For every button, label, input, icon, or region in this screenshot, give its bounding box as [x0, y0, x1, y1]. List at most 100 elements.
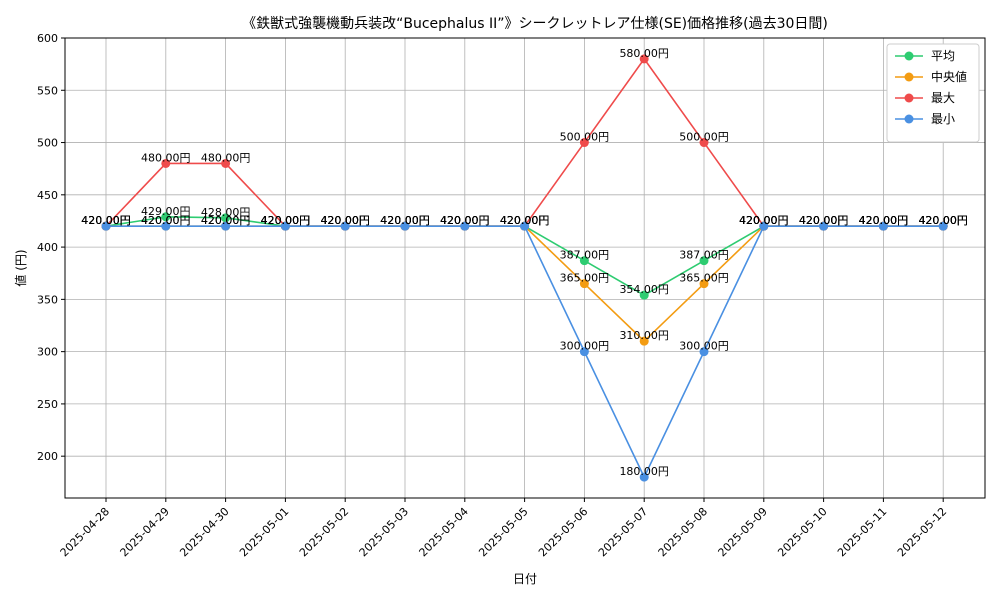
- data-point: [161, 212, 171, 222]
- data-label: 420.00円: [739, 214, 789, 227]
- x-tick-label: 2025-05-05: [476, 505, 530, 559]
- data-label: 365.00円: [679, 272, 729, 285]
- data-label: 420.00円: [859, 214, 909, 227]
- data-label: 420.00円: [799, 214, 849, 227]
- data-label: 387.00円: [679, 249, 729, 262]
- y-axis: 200 250 300 350 400 450 500 550 600: [37, 32, 65, 463]
- y-tick-label: 500: [37, 137, 58, 150]
- data-label: 420.00円: [859, 214, 909, 227]
- data-label: 420.00円: [81, 214, 131, 227]
- data-label: 420.00円: [380, 214, 430, 227]
- legend-label: 中央値: [931, 69, 967, 84]
- data-label: 180.00円: [619, 465, 669, 478]
- data-label: 580.00円: [619, 47, 669, 60]
- x-tick-label: 2025-05-07: [596, 505, 650, 559]
- data-label: 420.00円: [500, 214, 550, 227]
- x-tick-label: 2025-04-30: [177, 505, 231, 559]
- y-tick-label: 550: [37, 84, 58, 97]
- data-label: 420.00円: [918, 214, 968, 227]
- x-tick-label: 2025-05-10: [775, 505, 829, 559]
- data-point: [639, 336, 649, 346]
- plot-area-frame: [64, 37, 986, 499]
- data-point: [340, 221, 350, 231]
- data-label: 420.00円: [918, 214, 968, 227]
- x-tick-label: 2025-05-06: [536, 505, 590, 559]
- chart-title: 《鉄獣式強襲機動兵装改“Bucephalus II”》シークレットレア仕様(SE…: [242, 15, 828, 32]
- data-label: 420.00円: [261, 214, 311, 227]
- data-label: 420.00円: [500, 214, 550, 227]
- data-point: [699, 138, 709, 148]
- data-point: [579, 256, 589, 266]
- data-label: 420.00円: [918, 214, 968, 227]
- data-label: 420.00円: [81, 214, 131, 227]
- data-label: 420.00円: [918, 214, 968, 227]
- series-3: [101, 221, 948, 482]
- data-label: 354.00円: [619, 283, 669, 296]
- y-tick-label: 350: [37, 293, 58, 306]
- x-tick-label: 2025-05-02: [297, 505, 351, 559]
- data-label: 420.00円: [380, 214, 430, 227]
- data-point: [878, 221, 888, 231]
- data-label: 420.00円: [320, 214, 370, 227]
- y-tick-label: 250: [37, 398, 58, 411]
- data-label: 420.00円: [500, 214, 550, 227]
- data-label: 420.00円: [261, 214, 311, 227]
- data-point: [161, 158, 171, 168]
- data-label: 420.00円: [440, 214, 490, 227]
- data-point: [280, 221, 290, 231]
- data-label: 420.00円: [201, 214, 251, 227]
- x-axis: 2025-04-28 2025-04-29 2025-04-30 2025-05-01…: [58, 498, 949, 559]
- data-point: [460, 221, 470, 231]
- legend-swatch-marker: [904, 114, 914, 124]
- data-point: [819, 221, 829, 231]
- x-tick-label: 2025-05-09: [716, 505, 770, 559]
- data-point: [520, 221, 530, 231]
- legend-label: 最大: [931, 91, 955, 105]
- grid: [65, 37, 985, 498]
- data-label: 500.00円: [560, 131, 610, 144]
- data-label: 420.00円: [799, 214, 849, 227]
- data-point: [639, 54, 649, 64]
- data-label: 480.00円: [201, 151, 251, 164]
- data-point: [221, 221, 231, 231]
- data-label: 300.00円: [679, 340, 729, 353]
- x-tick-label: 2025-05-11: [835, 505, 889, 559]
- data-label: 420.00円: [320, 214, 370, 227]
- data-point: [759, 221, 769, 231]
- data-point: [579, 279, 589, 289]
- data-point: [221, 213, 231, 223]
- data-label: 420.00円: [859, 214, 909, 227]
- data-label: 420.00円: [81, 214, 131, 227]
- data-point: [639, 290, 649, 300]
- legend-swatch-marker: [904, 72, 914, 82]
- data-label: 310.00円: [619, 329, 669, 342]
- data-point: [639, 472, 649, 482]
- data-point: [579, 138, 589, 148]
- x-tick-label: 2025-05-01: [237, 505, 291, 559]
- data-label: 420.00円: [440, 214, 490, 227]
- data-label: 420.00円: [141, 214, 191, 227]
- data-label: 420.00円: [440, 214, 490, 227]
- data-label: 420.00円: [739, 214, 789, 227]
- y-tick-label: 400: [37, 241, 58, 254]
- data-label: 420.00円: [440, 214, 490, 227]
- x-tick-label: 2025-04-28: [58, 505, 112, 559]
- x-tick-label: 2025-05-04: [417, 505, 471, 559]
- data-label: 420.00円: [320, 214, 370, 227]
- x-axis-label: 日付: [513, 572, 537, 586]
- data-label: 387.00円: [560, 249, 610, 262]
- data-label: 420.00円: [201, 214, 251, 227]
- y-axis-label: 値 (円): [13, 249, 28, 286]
- data-label: 420.00円: [320, 214, 370, 227]
- data-label: 420.00円: [261, 214, 311, 227]
- data-label: 420.00円: [739, 214, 789, 227]
- data-point: [400, 221, 410, 231]
- data-point: [161, 221, 171, 231]
- x-tick-label: 2025-05-03: [357, 505, 411, 559]
- data-label: 420.00円: [141, 214, 191, 227]
- x-tick-label: 2025-05-12: [895, 505, 949, 559]
